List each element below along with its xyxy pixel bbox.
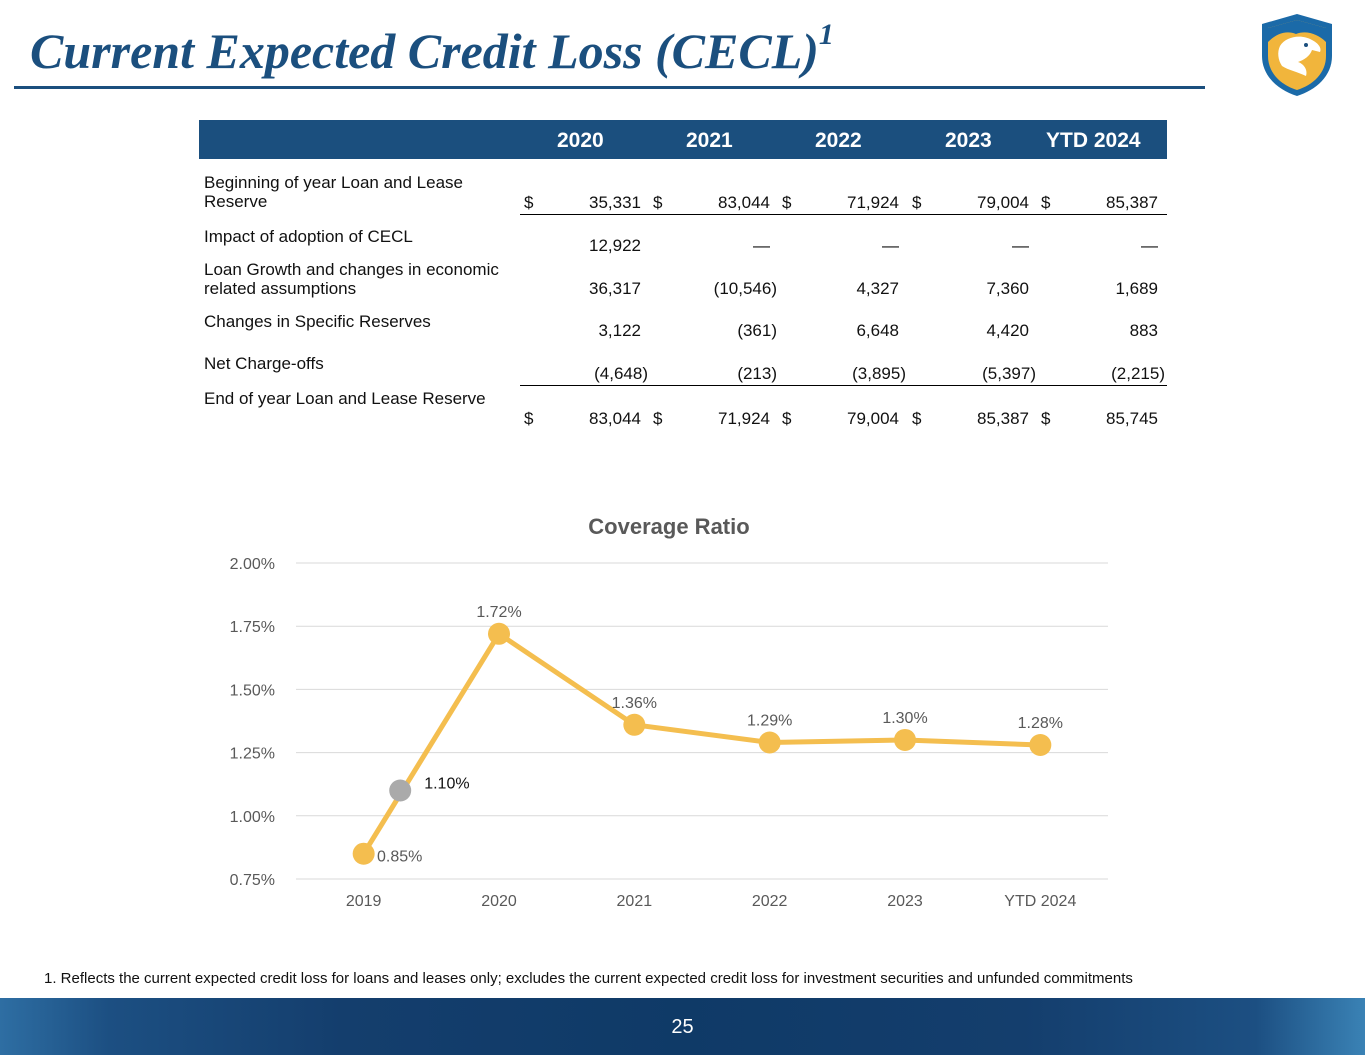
x-tick-label: 2021 xyxy=(617,893,653,910)
table-cell: (4,648) xyxy=(594,364,648,383)
y-tick-label: 1.75% xyxy=(230,619,275,636)
table-cell: 883 xyxy=(1129,321,1158,340)
x-tick-label: 2023 xyxy=(887,893,923,910)
eagle-shield-logo-icon xyxy=(1262,14,1332,96)
table-header-row: 2020 2021 2022 2023 YTD 2024 xyxy=(199,120,1167,159)
y-tick-label: 0.75% xyxy=(230,872,275,889)
data-label: 0.85% xyxy=(377,849,422,866)
col-header-2020: 2020 xyxy=(557,129,604,152)
table-cell: 7,360 xyxy=(986,279,1029,298)
table-rule-top xyxy=(520,214,1167,215)
x-tick-label: 2022 xyxy=(752,893,788,910)
table-rule-bottom xyxy=(520,385,1167,386)
dollar-sign: $ xyxy=(782,193,792,212)
table-cell: 83,044 xyxy=(718,193,770,212)
table-cell: — xyxy=(882,236,899,255)
table-cell: 36,317 xyxy=(589,279,641,298)
coverage-ratio-line xyxy=(361,631,1041,856)
col-header-2021: 2021 xyxy=(686,129,733,152)
dollar-sign: $ xyxy=(524,193,534,212)
x-tick-label: 2020 xyxy=(481,893,517,910)
data-point xyxy=(1029,734,1052,757)
x-tick-label: YTD 2024 xyxy=(1004,893,1076,910)
footer-bar xyxy=(0,998,1365,1055)
table-cell: 4,327 xyxy=(856,279,899,298)
data-label: 1.28% xyxy=(1018,715,1063,732)
col-header-ytd-2024: YTD 2024 xyxy=(1046,129,1141,152)
row-label: Beginning of year Loan and Lease Reserve xyxy=(204,173,463,211)
dollar-sign: $ xyxy=(1041,409,1051,428)
dollar-sign: $ xyxy=(524,409,534,428)
slide-title: Current Expected Credit Loss (CECL)1 xyxy=(30,18,834,80)
data-label: 1.29% xyxy=(747,712,792,729)
table-cell: (3,895) xyxy=(852,364,906,383)
data-point xyxy=(623,713,646,736)
data-label: 1.36% xyxy=(612,695,657,712)
row-label: Loan Growth and changes in economic rela… xyxy=(204,260,499,298)
table-cell: 85,387 xyxy=(1106,193,1158,212)
row-label: Changes in Specific Reserves xyxy=(204,312,431,331)
y-tick-label: 1.00% xyxy=(230,809,275,826)
table-cell: 85,745 xyxy=(1106,409,1158,428)
col-header-2023: 2023 xyxy=(945,129,992,152)
table-cell: 3,122 xyxy=(598,321,641,340)
footnote: 1. Reflects the current expected credit … xyxy=(44,970,1133,987)
row-label: Net Charge-offs xyxy=(204,354,324,373)
page-number: 25 xyxy=(671,1016,694,1038)
table-cell: (5,397) xyxy=(982,364,1036,383)
col-header-2022: 2022 xyxy=(815,129,862,152)
table-cell: — xyxy=(1012,236,1029,255)
table-cell: (10,546) xyxy=(713,279,777,298)
coverage-ratio-chart: Coverage Ratio 0.75% 1.00% 1.25% 1.50% 1.75%… xyxy=(230,514,1108,910)
data-point xyxy=(352,842,375,865)
table-cell: 6,648 xyxy=(856,321,899,340)
title-footnote-marker: 1 xyxy=(818,18,834,51)
table-cell: 79,004 xyxy=(847,409,899,428)
table-cell: — xyxy=(753,236,770,255)
row-label: Impact of adoption of CECL xyxy=(204,227,413,246)
slide-title-text: Current Expected Credit Loss (CECL) xyxy=(30,23,819,79)
table-cell: 71,924 xyxy=(847,193,899,212)
data-point xyxy=(758,731,781,754)
table-cell: (213) xyxy=(737,364,777,383)
y-tick-label: 2.00% xyxy=(230,556,275,573)
data-point xyxy=(894,728,916,751)
dollar-sign: $ xyxy=(782,409,792,428)
table-cell: 4,420 xyxy=(986,321,1029,340)
table-cell: 79,004 xyxy=(977,193,1029,212)
cecl-adoption-label: 1.10% xyxy=(424,776,469,793)
chart-title: Coverage Ratio xyxy=(588,514,749,539)
cecl-adoption-point xyxy=(389,779,412,802)
data-point xyxy=(488,622,510,645)
dollar-sign: $ xyxy=(912,409,922,428)
row-label: End of year Loan and Lease Reserve xyxy=(204,389,486,408)
dollar-sign: $ xyxy=(653,193,663,212)
table-cell: 12,922 xyxy=(589,236,641,255)
table-cell: 1,689 xyxy=(1115,279,1158,298)
title-underline xyxy=(14,86,1205,89)
table-cell: 83,044 xyxy=(589,409,641,428)
table-cell: 85,387 xyxy=(977,409,1029,428)
table-cell: 35,331 xyxy=(589,193,641,212)
dollar-sign: $ xyxy=(912,193,922,212)
table-cell: 71,924 xyxy=(718,409,770,428)
y-tick-label: 1.50% xyxy=(230,682,275,699)
table-cell: (361) xyxy=(737,321,777,340)
dollar-sign: $ xyxy=(653,409,663,428)
data-label: 1.72% xyxy=(476,604,521,621)
data-label: 1.30% xyxy=(882,710,927,727)
y-tick-label: 1.25% xyxy=(230,746,275,763)
table-cell: (2,215) xyxy=(1111,364,1165,383)
table-cell: — xyxy=(1141,236,1158,255)
x-tick-label: 2019 xyxy=(346,893,382,910)
dollar-sign: $ xyxy=(1041,193,1051,212)
